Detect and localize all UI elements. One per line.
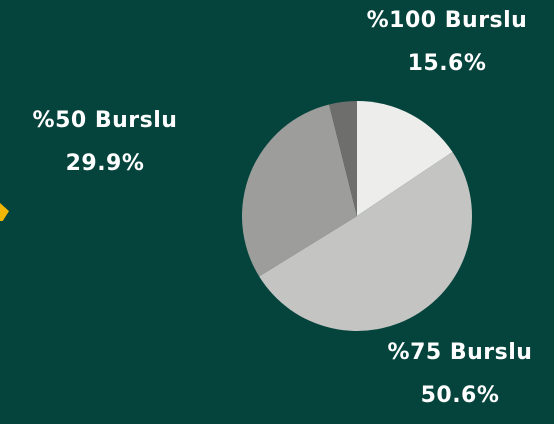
pie-slice-unlabeled: [329, 101, 357, 216]
slice-name-50-burslu: %50 Burslu: [32, 108, 178, 133]
pie-slice-100-burslu: [357, 101, 453, 216]
slice-label-75-burslu: %75 Burslu 50.6%: [370, 340, 550, 408]
slice-name-100-burslu: %100 Burslu: [366, 8, 528, 33]
slice-percent-100-burslu: 15.6%: [407, 51, 487, 76]
slice-label-50-burslu: %50 Burslu 29.9%: [10, 108, 200, 176]
slice-percent-75-burslu: 50.6%: [420, 383, 500, 408]
pie-slice-50-burslu: [242, 104, 357, 277]
pie-slice-75-burslu: [259, 151, 473, 332]
decorative-accent-shape: [0, 203, 9, 221]
slice-percent-50-burslu: 29.9%: [65, 151, 145, 176]
slice-name-75-burslu: %75 Burslu: [387, 340, 533, 365]
slice-label-100-burslu: %100 Burslu 15.6%: [352, 8, 542, 76]
